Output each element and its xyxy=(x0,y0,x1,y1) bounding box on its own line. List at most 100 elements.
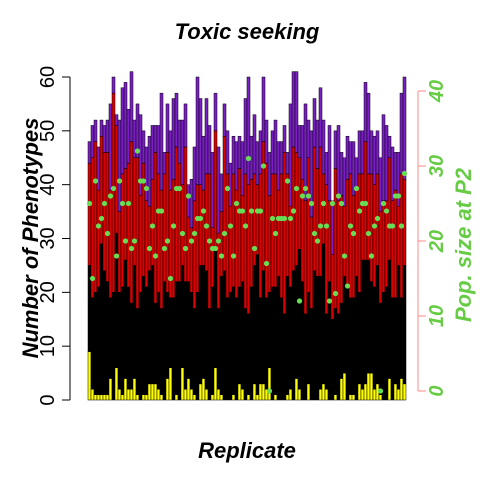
bar-segment-3-105 xyxy=(399,173,404,298)
pop-point-55 xyxy=(248,208,255,214)
bar-segment-2-42 xyxy=(210,286,215,395)
bar-segment-4-76 xyxy=(312,98,317,148)
bar-segment-2-50 xyxy=(234,297,239,401)
bar-segment-2-9 xyxy=(111,292,116,401)
bar-segment-2-69 xyxy=(291,270,296,401)
pop-point-104 xyxy=(395,193,402,199)
pop-point-40 xyxy=(203,223,210,229)
bar-segment-4-49 xyxy=(231,135,236,175)
bar-segment-3-40 xyxy=(204,173,209,272)
pop-point-63 xyxy=(272,230,279,237)
pop-point-98 xyxy=(377,388,384,394)
bar-segment-4-69 xyxy=(291,71,296,148)
pop-point-72 xyxy=(299,193,306,199)
bar-segment-3-89 xyxy=(351,195,356,298)
bar-segment-4-12 xyxy=(120,87,125,175)
bar-segment-3-92 xyxy=(360,173,365,261)
bar-segment-1-24 xyxy=(156,388,161,401)
bar-segment-1-105 xyxy=(399,378,404,401)
pop-point-14 xyxy=(125,200,132,207)
pop-point-35 xyxy=(188,238,195,244)
bar-segment-4-57 xyxy=(255,141,260,185)
pop-point-49 xyxy=(230,253,237,259)
bar-segment-3-27 xyxy=(165,152,170,293)
pop-point-99 xyxy=(380,200,387,207)
bar-segment-3-43 xyxy=(213,130,218,250)
bar-segment-1-78 xyxy=(318,388,323,401)
bar-segment-2-71 xyxy=(297,249,302,390)
bar-segment-4-9 xyxy=(111,76,116,94)
bar-segment-2-66 xyxy=(282,313,287,401)
bar-segment-4-20 xyxy=(144,146,149,202)
bar-segment-1-93 xyxy=(363,383,368,401)
bar-segment-1-59 xyxy=(261,383,266,401)
right-tick-label-2: 20 xyxy=(426,230,448,253)
bar-segment-4-23 xyxy=(153,125,158,153)
bar-segment-1-10 xyxy=(114,367,119,401)
bar-segment-4-39 xyxy=(201,135,206,191)
pop-point-11 xyxy=(116,178,123,184)
bar-segment-4-6 xyxy=(102,125,107,153)
bar-segment-3-5 xyxy=(99,135,104,245)
bar-segment-4-81 xyxy=(327,125,332,202)
bar-segment-1-96 xyxy=(372,388,377,401)
bar-segment-3-3 xyxy=(93,141,98,293)
right-tick-label-3: 30 xyxy=(426,155,448,177)
bar-segment-2-62 xyxy=(270,286,275,401)
bar-segment-4-106 xyxy=(402,76,407,180)
bar-segment-1-38 xyxy=(198,383,203,401)
pop-point-102 xyxy=(389,223,396,229)
bar-segment-4-61 xyxy=(267,152,272,196)
bar-segment-2-45 xyxy=(219,275,224,395)
bar-segment-4-101 xyxy=(387,135,392,159)
bar-segment-1-27 xyxy=(165,378,170,401)
pop-point-86 xyxy=(341,253,348,259)
bar-segment-1-43 xyxy=(213,367,218,401)
bar-segment-2-14 xyxy=(126,286,131,390)
bar-segment-2-76 xyxy=(312,270,317,401)
left-tick-label-0: 0 xyxy=(37,394,59,405)
pop-point-67 xyxy=(284,178,291,184)
pop-point-69 xyxy=(290,208,297,214)
bar-segment-4-87 xyxy=(345,135,350,180)
pop-point-33 xyxy=(182,245,189,252)
y2-axis-title: Pop. size at P2 xyxy=(451,167,476,322)
pop-point-12 xyxy=(119,200,126,207)
pop-point-77 xyxy=(314,238,321,244)
bar-segment-1-20 xyxy=(144,394,149,401)
bar-segment-1-4 xyxy=(96,394,101,401)
bar-segment-2-74 xyxy=(306,292,311,385)
bar-segment-2-98 xyxy=(378,302,383,395)
bar-segment-4-88 xyxy=(348,141,353,175)
right-tick-label-1: 10 xyxy=(426,305,448,327)
bar-segment-1-83 xyxy=(333,394,338,401)
bar-segment-4-41 xyxy=(207,125,212,175)
bar-segment-1-22 xyxy=(150,383,155,401)
bar-segment-1-85 xyxy=(339,378,344,401)
bar-segment-3-15 xyxy=(129,141,134,304)
bar-segment-4-4 xyxy=(96,146,101,191)
bar-segment-2-25 xyxy=(159,308,164,395)
bar-segment-1-7 xyxy=(105,394,110,401)
bar-segment-2-51 xyxy=(237,286,242,385)
bar-segment-1-95 xyxy=(369,372,374,401)
bar-segment-3-93 xyxy=(363,141,368,261)
pop-point-43 xyxy=(212,245,219,252)
pop-point-78 xyxy=(317,223,324,229)
pop-point-15 xyxy=(128,245,135,252)
bar-segment-1-94 xyxy=(366,372,371,401)
bar-segment-2-67 xyxy=(285,275,290,395)
pop-point-34 xyxy=(185,193,192,199)
bar-segment-3-50 xyxy=(234,189,239,298)
bar-segment-4-15 xyxy=(129,71,134,142)
bar-segment-2-77 xyxy=(315,275,320,401)
pop-point-105 xyxy=(398,223,405,229)
pop-point-47 xyxy=(224,185,231,192)
pop-point-25 xyxy=(158,208,165,214)
bar-segment-2-94 xyxy=(366,259,371,374)
pop-point-89 xyxy=(350,230,357,237)
bar-segment-2-78 xyxy=(318,275,323,390)
bar-segment-1-25 xyxy=(159,394,164,401)
bar-segment-2-91 xyxy=(357,292,362,385)
bar-segment-4-53 xyxy=(243,98,248,175)
